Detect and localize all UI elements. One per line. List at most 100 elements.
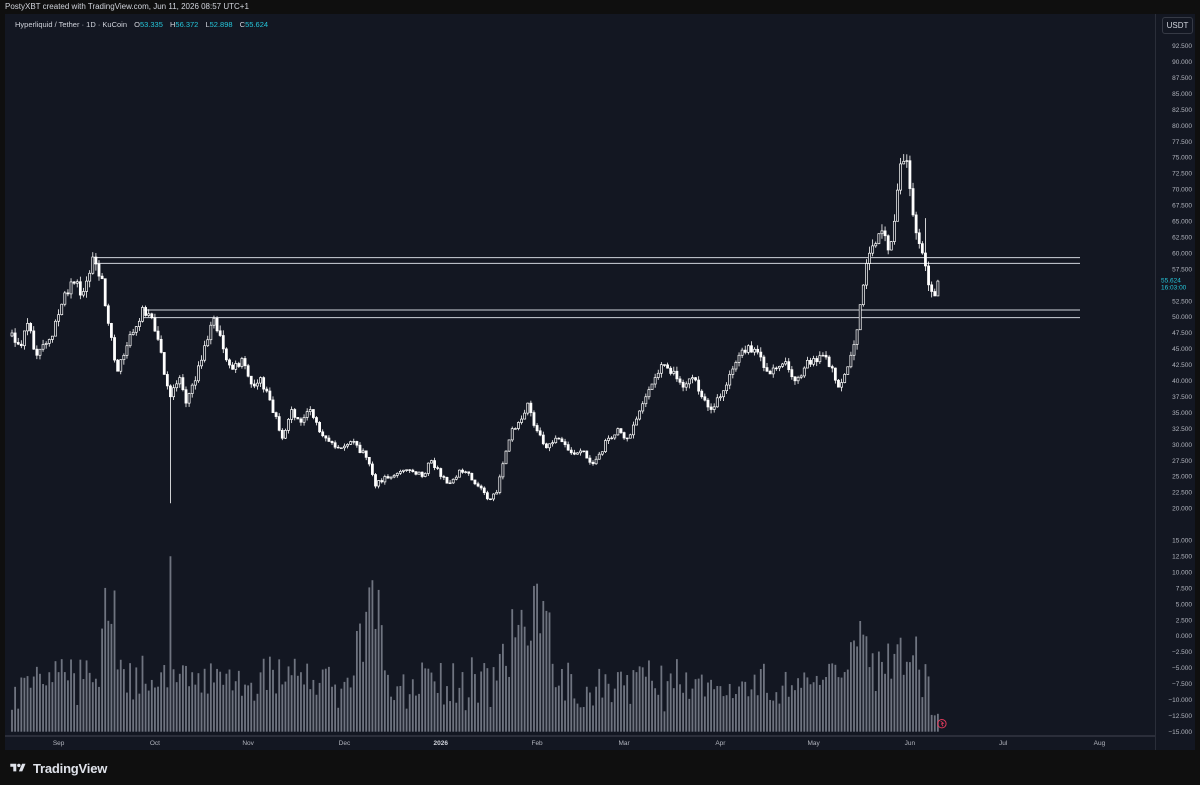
candle (439, 467, 443, 480)
candle-body-up (75, 281, 79, 284)
candle (361, 448, 365, 454)
candle (445, 476, 449, 484)
volume-bar (119, 659, 122, 732)
candle (203, 340, 207, 363)
candle (280, 428, 284, 441)
volume-bar (632, 670, 635, 732)
candle (743, 345, 747, 355)
volume-bar (275, 693, 277, 732)
candle-body-up (691, 377, 694, 380)
candle (371, 461, 374, 477)
candle (386, 474, 390, 479)
candle (703, 393, 707, 402)
candle (899, 157, 903, 195)
candle (141, 305, 144, 323)
candle-body-up (722, 390, 725, 398)
candle (10, 329, 14, 338)
price-axis-label: 30.000 (1172, 442, 1192, 449)
volume-bar (259, 672, 262, 732)
event-marker-icon[interactable] (937, 719, 947, 729)
volume-bar (635, 672, 638, 732)
volume-bar (337, 707, 340, 732)
volume-bar (399, 685, 402, 732)
candle (849, 351, 853, 369)
volume-bar (902, 674, 905, 732)
candle (165, 371, 169, 390)
candle-body-up (892, 220, 896, 242)
volume-bar (846, 669, 849, 732)
volume-bar (101, 628, 104, 732)
candle-body-up (616, 428, 620, 436)
volume-bar (194, 684, 197, 732)
candle-body-up (451, 478, 455, 484)
candle (784, 357, 788, 366)
chart-panel[interactable]: Sep Oct Nov Dec 2026 Feb Mar Apr May Jun Jul Aug Hy… (5, 14, 1195, 750)
volume-bar (483, 663, 486, 732)
volume-bar (697, 678, 700, 732)
volume-bar (262, 658, 265, 732)
open-label: O (134, 20, 140, 29)
candle-body-down (461, 469, 464, 473)
volume-bar (306, 663, 309, 732)
volume-bar (582, 706, 585, 732)
candle (343, 443, 346, 451)
volume-bar (881, 661, 883, 732)
volume-bar (135, 667, 138, 732)
volume-bar (526, 645, 529, 732)
volume-bar (178, 673, 181, 732)
currency-selector[interactable]: USDT (1162, 17, 1193, 34)
volume-bar (654, 688, 657, 732)
volume-bar (849, 642, 852, 732)
volume-bar (281, 684, 284, 732)
volume-bar (48, 672, 51, 732)
candle-body-down (268, 390, 272, 401)
volume-bar (396, 686, 399, 732)
candle-body-up (520, 418, 523, 423)
candle (54, 319, 57, 337)
candle (308, 406, 312, 416)
volume-bar (206, 693, 209, 732)
candle-body-down (318, 422, 321, 433)
candle (722, 390, 725, 402)
candle-body-down (296, 417, 300, 420)
candle-body-up (402, 469, 405, 472)
candle (106, 303, 110, 326)
candle-body-down (144, 307, 148, 316)
candle-body-down (386, 476, 390, 479)
candle (265, 386, 269, 393)
volume-bar (927, 676, 930, 732)
candle-body-down (827, 356, 831, 367)
candle-body-down (569, 449, 573, 454)
candle-body-up (687, 378, 691, 385)
candle-body-down (106, 305, 110, 324)
volume-bar (489, 706, 492, 732)
volume-bar (39, 673, 41, 732)
volume-bar (651, 680, 653, 732)
volume-bar (511, 609, 514, 732)
candle (287, 418, 290, 434)
candle-body-down (585, 450, 589, 459)
volume-bar (828, 663, 831, 732)
volume-bar (20, 677, 23, 732)
volume-bar (744, 681, 747, 732)
candle (607, 435, 610, 444)
volume-bar (551, 663, 554, 732)
price-chart[interactable]: Sep Oct Nov Dec 2026 Feb Mar Apr May Jun Jul Aug (5, 14, 1195, 750)
volume-bar (418, 693, 420, 732)
price-axis[interactable]: 92.500 90.000 87.500 85.000 82.500 80.000 77.5… (1155, 14, 1195, 750)
candle (224, 347, 228, 362)
volume-bar (691, 688, 694, 732)
volume-bar (150, 679, 153, 732)
candle (479, 484, 483, 491)
candle-body-up (88, 272, 92, 282)
candle-body-up (63, 292, 67, 305)
candle-body-up (60, 303, 64, 316)
tradingview-logo[interactable]: TradingView (8, 761, 107, 776)
candle-body-down (274, 412, 278, 417)
candle (545, 442, 548, 449)
candle-body-up (821, 354, 825, 357)
price-axis-label: 42.500 (1172, 362, 1192, 369)
price-axis-label: 10.000 (1172, 569, 1192, 576)
candle (110, 322, 113, 341)
candle (262, 376, 266, 393)
